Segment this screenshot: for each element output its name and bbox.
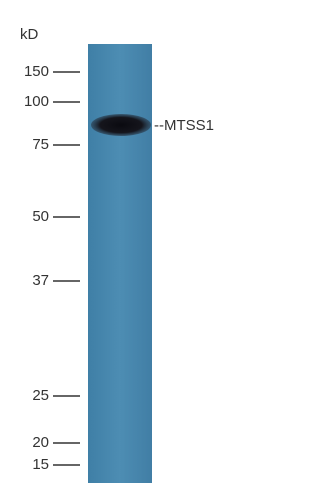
marker-label: 150 <box>24 63 49 80</box>
marker-label: 20 <box>32 434 49 451</box>
marker-label: 25 <box>32 387 49 404</box>
gel-lane <box>88 44 152 483</box>
marker-label: 75 <box>32 136 49 153</box>
marker-label: 50 <box>32 208 49 225</box>
band-label: --MTSS1 <box>154 117 214 134</box>
western-blot: kD --MTSS1 150 100 75 50 37 25 20 15 <box>0 0 243 483</box>
protein-band <box>91 114 151 136</box>
marker-label: 37 <box>32 272 49 289</box>
marker-label: 100 <box>24 93 49 110</box>
page: kD --MTSS1 150100755037252015 (() => { c… <box>0 0 320 483</box>
marker-label: 15 <box>32 456 49 473</box>
unit-label: kD <box>20 26 39 43</box>
